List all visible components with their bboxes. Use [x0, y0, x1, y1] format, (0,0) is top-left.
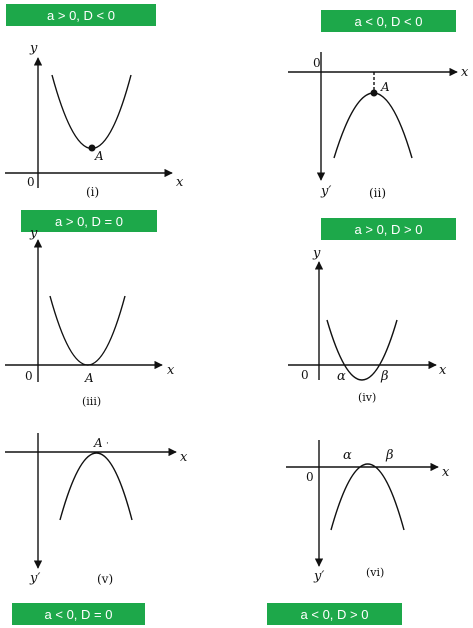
y-axis-label: y [312, 246, 321, 261]
origin-label: 0 [306, 470, 314, 484]
figure-caption: (i) [86, 185, 99, 199]
figure-caption: (iii) [82, 395, 101, 408]
parabola-curve [52, 75, 131, 149]
root-beta-label: β [385, 448, 394, 463]
figure-caption: (iv) [358, 391, 376, 404]
y-axis-label: y′ [320, 184, 331, 199]
parabola-curve [50, 296, 125, 365]
y-axis-label: y′ [29, 571, 40, 586]
x-axis-label: x [461, 65, 469, 80]
origin-label: 0 [301, 368, 309, 382]
root-alpha-label: α [343, 448, 352, 463]
panel-iii [5, 240, 162, 382]
vertex-label: A [94, 149, 104, 163]
parabola-curve [60, 453, 132, 520]
vertex-label: A [380, 80, 390, 94]
x-axis-label: x [180, 450, 188, 465]
decorative-dot: · [106, 439, 109, 449]
x-axis-label: x [176, 175, 184, 190]
figure-caption: (v) [97, 572, 113, 586]
panel-v [5, 433, 176, 568]
parabola-curve [334, 93, 412, 158]
panel-iv [288, 262, 436, 380]
panel-ii [288, 52, 457, 180]
root-alpha-label: α [337, 369, 346, 384]
y-axis-label: y′ [313, 569, 324, 584]
x-axis-label: x [439, 363, 447, 378]
panel-vi [286, 440, 438, 566]
origin-label: 0 [313, 56, 321, 70]
x-axis-label: x [442, 465, 450, 480]
figure-caption: (vi) [366, 566, 384, 579]
panel-i [5, 58, 172, 188]
vertex-point [371, 90, 378, 97]
parabola-curve [331, 464, 404, 530]
origin-label: 0 [27, 175, 35, 189]
figure-caption: (ii) [369, 186, 386, 200]
touch-point-label: A [84, 371, 94, 385]
touch-point-label: A [93, 436, 103, 450]
origin-label: 0 [25, 369, 33, 383]
y-axis-label: y [29, 226, 38, 241]
y-axis-label: y [29, 41, 38, 56]
x-axis-label: x [167, 363, 175, 378]
root-beta-label: β [380, 369, 389, 384]
